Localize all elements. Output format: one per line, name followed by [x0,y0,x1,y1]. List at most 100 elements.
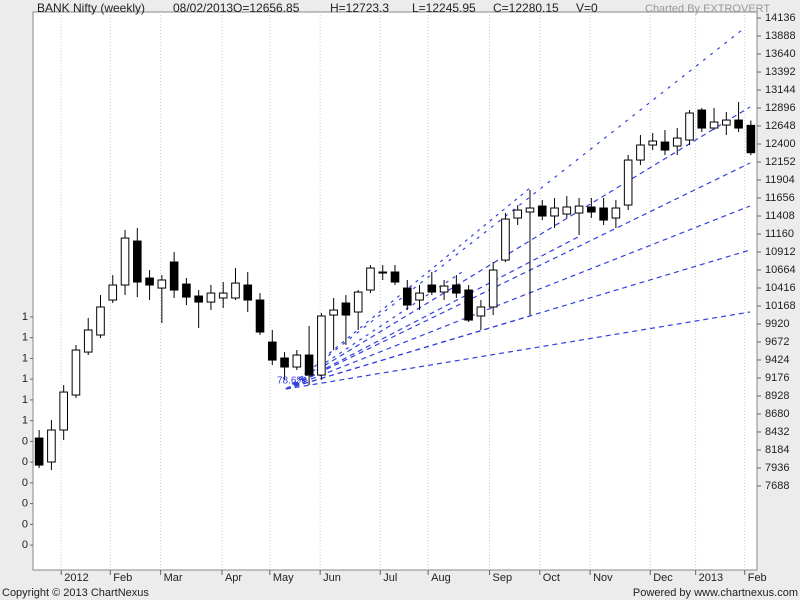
x-tick-label: Aug [431,572,451,584]
x-tick-label: Dec [653,572,673,584]
y2-tick-label: 1 [22,311,28,323]
candle-body [488,269,498,308]
y-tick-label: 9176 [765,372,789,384]
fan-line [285,311,751,390]
y-tick-label: 10664 [765,264,796,276]
candle-body [341,302,351,316]
y-tick-label: 10416 [765,282,796,294]
y-tick-label: 9424 [765,354,789,366]
x-tick-label: 2012 [64,572,88,584]
fan-line [285,235,581,390]
candle-body [304,354,314,376]
candle-body [83,329,93,353]
x-tick-label: Jul [383,572,397,584]
candle-body [537,205,547,217]
candle-body [685,112,694,141]
candle-body [71,349,81,396]
x-tick-label: Mar [164,572,183,584]
candle-body [120,237,130,286]
candles [34,102,756,471]
x-tick-label: Jun [323,572,341,584]
x-tick-label: Nov [593,572,613,584]
plot-area [32,11,758,571]
y-tick-label: 12152 [765,156,796,168]
candle-body [378,271,388,274]
y2-tick-label: 0 [22,518,28,530]
y-tick-label: 13888 [765,30,796,42]
high-label: H=12723.3 [330,1,389,15]
y2-tick-label: 0 [22,539,28,551]
candle-body [501,218,510,261]
y-tick-label: 11656 [765,192,795,204]
chart-title: BANK Nifty (weekly) [37,1,145,15]
candle-body [427,284,437,293]
low-label: L=12245.95 [412,1,476,15]
y2-tick-label: 1 [22,394,28,406]
y-tick-label: 11408 [765,210,795,222]
candle-body [317,315,326,376]
candle-body [218,292,228,299]
y-tick-label: 9672 [765,336,789,348]
candle-body [513,209,523,219]
candle-body [47,429,56,463]
y-tick-label: 7936 [765,462,789,474]
candle-body [96,306,105,336]
x-tick-label: Apr [225,572,242,584]
candle-body [243,284,253,301]
candle-body [672,137,682,147]
candle-body [574,205,584,214]
candle-body [34,437,44,466]
candle-body [660,141,670,151]
y-tick-label: 13392 [765,66,796,78]
candle-body [133,240,142,283]
y2-tick-label: 0 [22,477,28,489]
y-tick-label: 13144 [765,84,796,96]
candle-body [255,299,265,333]
candle-body [390,271,400,283]
date: 08/02/2013 [173,1,233,15]
candle-body [599,207,608,221]
y-tick-label: 13640 [765,48,796,60]
fan-line [285,106,751,390]
candle-body [611,207,621,219]
candle-body [709,121,719,129]
close-label: C=12280.15 [493,1,559,15]
candle-body [366,267,375,291]
candle-body [464,289,473,321]
y-tick-label: 11160 [765,228,794,240]
candle-body [697,109,707,129]
candle-body [734,119,743,129]
y2-tick-label: 1 [22,352,28,364]
candle-body [353,291,363,313]
open-label: O=12656.85 [233,1,300,15]
candle-body [623,159,633,206]
y2-tick-label: 0 [22,435,28,447]
fan-lines [285,29,751,390]
credit: Charted By EXTROVERT [645,3,770,15]
x-tick-label: 2013 [699,572,723,584]
y-tick-label: 12648 [765,120,796,132]
candle-body [562,206,572,215]
y-tick-label: 7688 [765,480,789,492]
candle-body [415,292,424,301]
y-tick-label: 8928 [765,390,789,402]
y-tick-label: 8184 [765,444,789,456]
candle-body [169,261,179,291]
y-tick-label: 9920 [765,318,789,330]
y2-tick-label: 1 [22,373,28,385]
candle-body [157,279,167,289]
x-tick-label: Feb [748,572,767,584]
x-tick-label: Sep [492,572,512,584]
y-tick-label: 12896 [765,102,796,114]
y-tick-label: 10168 [765,300,796,312]
y-tick-label: 8432 [765,426,789,438]
y-tick-label: 8680 [765,408,789,420]
candle-body [206,292,216,303]
candle-body [292,354,302,368]
fan-line [285,315,531,390]
candle-body [329,309,338,316]
x-tick-label: Oct [543,572,560,584]
candle-body [476,306,486,317]
fan-line [285,29,743,390]
